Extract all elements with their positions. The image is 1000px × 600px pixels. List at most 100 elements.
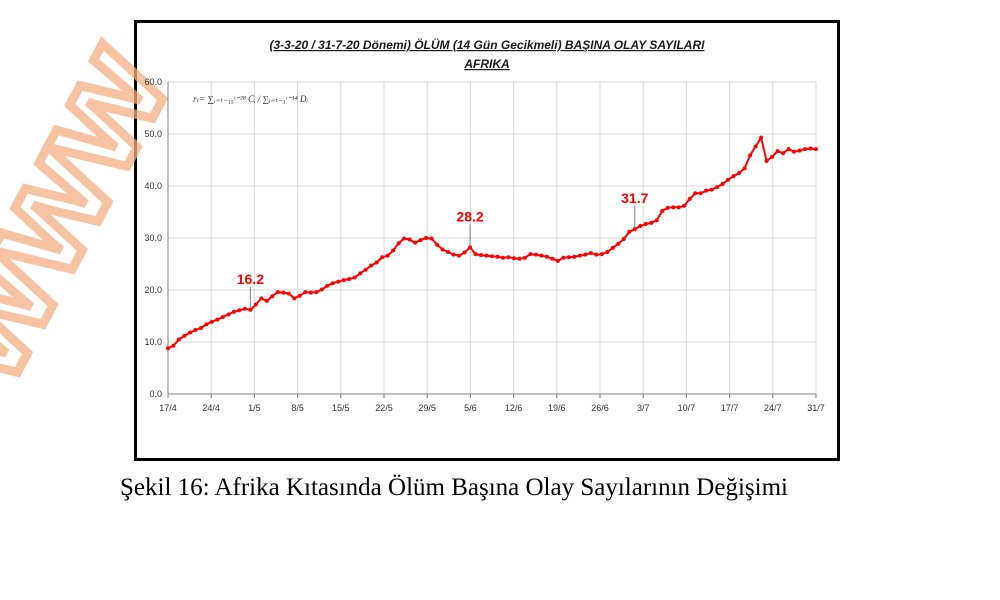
data-point xyxy=(286,291,291,296)
data-point xyxy=(753,144,758,149)
data-label: 28.2 xyxy=(456,208,483,224)
x-tick-label: 8/5 xyxy=(291,403,304,413)
data-point xyxy=(660,208,665,213)
data-point xyxy=(479,253,484,258)
series-polyline xyxy=(167,135,817,350)
x-tick-label: 17/7 xyxy=(721,403,739,413)
data-point xyxy=(358,271,363,276)
chart-title-line-2: AFRIKA xyxy=(463,57,509,71)
data-point xyxy=(242,306,247,311)
data-point xyxy=(484,253,489,258)
data-point xyxy=(341,278,346,283)
x-tick-label: 15/5 xyxy=(332,403,350,413)
annotations: 16.2 28.2 31.7 47.1 xyxy=(237,0,835,308)
data-point xyxy=(566,255,571,260)
data-point xyxy=(511,256,516,261)
data-point xyxy=(616,241,621,246)
data-point xyxy=(264,298,269,303)
data-point xyxy=(495,254,500,259)
data-point xyxy=(506,255,511,260)
data-label: 31.7 xyxy=(621,190,648,206)
data-point xyxy=(682,203,687,208)
data-point xyxy=(166,346,170,351)
data-point xyxy=(621,237,626,242)
data-point xyxy=(594,252,599,257)
data-point xyxy=(528,252,533,257)
data-point xyxy=(731,174,736,179)
data-point xyxy=(544,254,549,259)
data-point xyxy=(440,247,445,252)
y-tick-label: 10.0 xyxy=(144,337,162,347)
data-point xyxy=(319,287,324,292)
data-point xyxy=(380,255,385,260)
x-tick-label: 12/6 xyxy=(505,403,523,413)
data-point xyxy=(671,205,676,210)
data-point xyxy=(275,290,280,295)
data-point xyxy=(781,151,786,156)
x-tick-label: 24/4 xyxy=(202,403,220,413)
chart-title-line-1: (3-3-20 / 31-7-20 Dönemi) ÖLÜM (14 Gün G… xyxy=(270,37,706,52)
data-point xyxy=(297,293,302,298)
data-point xyxy=(281,290,286,295)
data-point xyxy=(638,224,643,229)
x-tick-label: 24/7 xyxy=(764,403,782,413)
chart-frame xyxy=(134,20,840,461)
data-point xyxy=(457,253,462,258)
data-point xyxy=(797,148,802,153)
data-point xyxy=(314,290,319,295)
data-point xyxy=(303,290,308,295)
data-point xyxy=(748,153,753,158)
axes: 0.0 10.0 20.0 30.0 40.0 50.0 60.0 17/4 24/4 1/5 8/… xyxy=(144,77,824,413)
data-point xyxy=(500,255,505,260)
grid xyxy=(167,81,817,395)
data-point xyxy=(533,252,538,257)
data-point xyxy=(632,227,637,232)
data-point xyxy=(226,312,231,317)
data-point xyxy=(561,255,566,260)
data-point xyxy=(336,279,341,284)
data-point xyxy=(770,154,775,159)
x-tick-label: 3/7 xyxy=(637,403,650,413)
x-tick-label: 5/6 xyxy=(464,403,477,413)
data-point xyxy=(577,253,582,258)
data-point xyxy=(643,221,648,226)
x-tick-label: 22/5 xyxy=(375,403,393,413)
data-point xyxy=(693,191,698,196)
data-point xyxy=(231,309,236,314)
data-point xyxy=(308,290,313,295)
data-point xyxy=(418,238,423,243)
data-label: 16.2 xyxy=(237,271,264,287)
series-line xyxy=(166,135,818,351)
data-point xyxy=(193,328,198,333)
data-point xyxy=(698,191,703,196)
data-point xyxy=(259,296,264,301)
data-point xyxy=(709,187,714,192)
data-label: 47.1 xyxy=(808,0,835,3)
x-tick-label: 31/7 xyxy=(807,403,825,413)
data-point xyxy=(391,248,396,253)
formula-text: rₜ= ∑ᵢ₌ₜ₋₁₅ᵗ⁻²⁸ Cᵢ / ∑ᵢ₌ₜ₋₁ᵗ⁻¹⁴ Dᵢ xyxy=(193,94,308,104)
x-tick-label: 26/6 xyxy=(591,403,609,413)
data-point xyxy=(649,220,654,225)
data-point xyxy=(330,281,335,286)
data-point xyxy=(522,255,527,260)
data-point xyxy=(220,315,225,320)
data-point xyxy=(209,319,214,324)
y-tick-label: 0.0 xyxy=(149,389,162,399)
data-point xyxy=(539,253,544,258)
data-point xyxy=(429,236,434,241)
data-point xyxy=(605,250,610,255)
data-point xyxy=(473,252,478,257)
data-point xyxy=(451,252,456,257)
y-tick-label: 40.0 xyxy=(144,181,162,191)
data-point xyxy=(396,241,401,246)
data-point xyxy=(775,149,780,154)
data-point xyxy=(413,240,418,245)
data-point xyxy=(792,149,797,154)
data-point xyxy=(583,252,588,257)
data-point xyxy=(171,343,176,348)
data-point xyxy=(676,205,681,210)
data-point xyxy=(654,218,659,223)
x-tick-label: 17/4 xyxy=(159,403,177,413)
